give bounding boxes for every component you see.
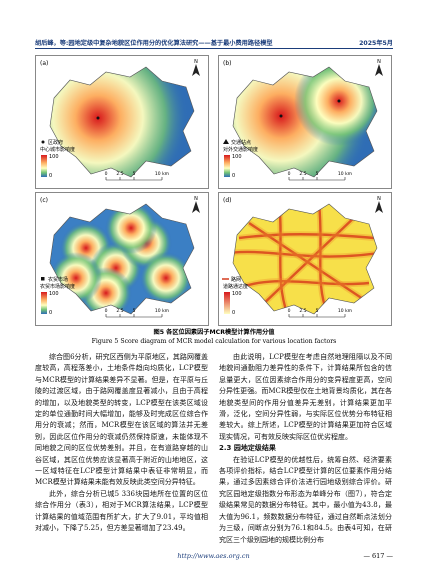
paragraph: 在验证LCP模型的优越性后，统筹自然、经济要素各项评价指标，结合LCP模型计算的… bbox=[219, 455, 392, 544]
site bbox=[279, 114, 283, 118]
scale-label: 2.5 bbox=[116, 308, 123, 314]
boundary bbox=[49, 66, 195, 178]
boundary bbox=[49, 203, 195, 315]
legend-bar bbox=[41, 155, 47, 177]
running-title: 胡后峰，等:园地定级中复杂地貌区位作用分的优化算法研究——基于最小费用路径模型 bbox=[35, 40, 273, 47]
scale-label: 5 bbox=[133, 171, 136, 177]
legend-bar bbox=[224, 155, 230, 177]
legend-min: 0 bbox=[49, 173, 52, 179]
legend-max: 100 bbox=[232, 291, 242, 297]
legend-min: 0 bbox=[232, 173, 235, 179]
north-label: N bbox=[194, 59, 198, 65]
page-number: — 617 — bbox=[363, 552, 393, 560]
legend-title: 农贸市场影响度 bbox=[40, 283, 75, 290]
left-column: 综合图6分析，研究区西侧为平原地区，其路网覆盖度较高，高程落差小，土地条件趋向均… bbox=[35, 352, 208, 535]
legend-bar bbox=[41, 292, 47, 314]
legend-min: 0 bbox=[232, 310, 235, 316]
heat bbox=[140, 252, 192, 304]
boundary bbox=[232, 203, 378, 315]
panel-label: (d) bbox=[223, 197, 232, 204]
scale-label: 2.5 bbox=[299, 171, 306, 177]
legend-symbol bbox=[41, 140, 45, 144]
map-fill bbox=[50, 204, 194, 314]
legend-title: 道路通达度 bbox=[223, 283, 248, 290]
legend-max: 100 bbox=[49, 154, 59, 160]
site bbox=[337, 99, 341, 103]
heat bbox=[105, 204, 157, 254]
legend-symbol bbox=[223, 139, 229, 144]
road-halo bbox=[247, 220, 371, 306]
road bbox=[238, 233, 375, 240]
caption-zh: 图5 各区位因素因子MCR模型计算作用分值 bbox=[153, 329, 275, 336]
scale-label: 10 km bbox=[338, 171, 352, 177]
legend-symbol-label: 路网 bbox=[231, 276, 241, 283]
panel-label: (a) bbox=[40, 60, 48, 67]
section-heading: 2.3 园地定级结果 bbox=[219, 444, 276, 453]
north-arrow bbox=[192, 64, 200, 76]
scale-bar bbox=[288, 177, 346, 181]
north-label: N bbox=[377, 196, 381, 202]
legend-title: 中心城市影响度 bbox=[40, 146, 75, 153]
north-label: N bbox=[194, 196, 198, 202]
north-arrow bbox=[375, 201, 383, 213]
legend-symbol-label: 交通站点 bbox=[231, 139, 251, 146]
road-halo bbox=[233, 248, 377, 260]
header-rule bbox=[35, 48, 393, 49]
road bbox=[258, 212, 360, 309]
issue-date: 2025年5月 bbox=[359, 40, 393, 47]
legend-symbol bbox=[41, 277, 45, 281]
panel-label: (b) bbox=[223, 60, 232, 67]
scale-label: 0 bbox=[105, 308, 108, 314]
legend-max: 100 bbox=[232, 154, 242, 160]
scale-label: 0 bbox=[105, 171, 108, 177]
road bbox=[238, 279, 370, 290]
legend-symbol-label: 农贸市场 bbox=[48, 276, 68, 283]
legend-symbol-label: 区政府 bbox=[48, 139, 63, 146]
legend-max: 100 bbox=[49, 291, 59, 297]
footer-url: http://www.aes.org.cn bbox=[177, 552, 250, 560]
scale-bar bbox=[105, 177, 163, 181]
panel-label: (c) bbox=[40, 197, 48, 204]
road bbox=[233, 250, 377, 258]
scale-label: 2.5 bbox=[116, 171, 123, 177]
legend-title: 对外交通影响度 bbox=[223, 146, 258, 153]
site bbox=[96, 116, 100, 120]
scale-label: 5 bbox=[316, 308, 319, 314]
boundary bbox=[232, 66, 378, 178]
right-column: 由此说明，LCP模型在考虑自然地理阻隔以及不同地貌间通勤阻力差异性的条件下，计算… bbox=[219, 352, 392, 546]
paragraph: 由此说明，LCP模型在考虑自然地理阻隔以及不同地貌间通勤阻力差异性的条件下，计算… bbox=[219, 353, 392, 441]
legend-min: 0 bbox=[49, 310, 52, 316]
scale-bar bbox=[105, 314, 163, 318]
scale-label: 2.5 bbox=[299, 308, 306, 314]
paragraph: 综合图6分析，研究区西侧为平原地区，其路网覆盖度较高，高程落差小，土地条件趋向均… bbox=[35, 353, 208, 487]
legend-bar bbox=[224, 292, 230, 314]
scale-label: 10 km bbox=[338, 308, 352, 314]
scale-label: 0 bbox=[288, 171, 291, 177]
heat bbox=[50, 67, 188, 177]
scale-label: 5 bbox=[133, 308, 136, 314]
road-halo bbox=[256, 210, 362, 311]
scale-label: 0 bbox=[288, 308, 291, 314]
scale-label: 10 km bbox=[155, 171, 169, 177]
scale-bar bbox=[288, 314, 346, 318]
north-arrow bbox=[192, 201, 200, 213]
road-halo bbox=[237, 278, 370, 291]
north-label: N bbox=[377, 59, 381, 65]
north-arrow bbox=[375, 64, 383, 76]
road-halo bbox=[238, 231, 375, 241]
scale-label: 10 km bbox=[155, 308, 169, 314]
map-fill bbox=[233, 204, 377, 314]
caption-en: Figure 5 Score diagram of MCR model calc… bbox=[91, 338, 337, 345]
scale-label: 5 bbox=[316, 171, 319, 177]
paragraph: 此外，综合分析已城5 336块园地所在位置的区位综合作用分（表3），相对于MCR… bbox=[35, 489, 208, 533]
